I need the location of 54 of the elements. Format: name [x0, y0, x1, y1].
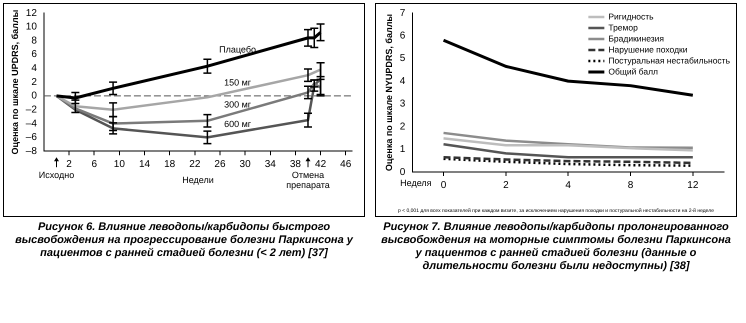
x-tick-label: 46 [340, 158, 352, 170]
x-tick-label: 38 [290, 158, 302, 170]
y-tick-label: 0 [31, 90, 38, 102]
x-tick-label: 14 [138, 158, 151, 170]
y-axis-title: Оценка по шкале UPDRS, баллы [10, 9, 20, 154]
y-tick-label: 4 [400, 76, 406, 87]
y-tick-label: 6 [400, 30, 406, 42]
y-tick-label: 2 [400, 121, 406, 132]
x-tick-label: 10 [114, 158, 126, 170]
y-tick-label: 0 [400, 166, 406, 178]
legend-label: Тремор [608, 22, 638, 32]
legend-label: Ригидность [608, 11, 654, 22]
text: Рисунок 6. Влияние леводопы/карбидопы быстрого высвобождения на прогрессирование болезни Паркинсона у пациентов с ранней стадией болезни (< 2 лет) [37] [14, 221, 354, 260]
annotation: Отмена препарата [286, 170, 330, 190]
y-tick-label: 12 [26, 8, 38, 19]
x-axis-title: Неделя [400, 178, 432, 188]
x-tick-label: 18 [164, 158, 176, 170]
x-tick-label: 4 [565, 180, 572, 191]
y-tick-label: 3 [400, 98, 406, 110]
y-tick-label: –2 [26, 104, 38, 116]
x-tick-label: 8 [628, 180, 634, 191]
x-tick-label: 42 [315, 158, 327, 170]
y-tick-label: –4 [26, 118, 38, 130]
y-axis-title: Оценка по шкале NYUPDRS, баллы [384, 14, 394, 172]
x-axis-title: Недели [182, 175, 214, 186]
series-label: 150 мг [224, 78, 252, 88]
series-label: Плацебо [219, 44, 256, 55]
series-label: 300 мг [224, 99, 252, 110]
y-tick-label: 1 [400, 144, 406, 156]
y-tick-label: 2 [31, 76, 38, 88]
x-tick-label: 0 [440, 180, 447, 191]
x-tick-label: 12 [687, 180, 699, 191]
y-tick-label: 10 [26, 22, 38, 33]
series-label: 600 мг [224, 119, 252, 130]
y-tick-label: 4 [31, 63, 38, 74]
y-tick-label: 7 [400, 8, 406, 19]
text: Рисунок 7. Влияние леводопы/карбидопы пролонгированного высвобождения на моторные симптомы болезни Паркинсона у пациентов с ранней стадией болезни (данные о длительности болезни были недоступны) [38] [380, 221, 732, 273]
x-tick-label: 26 [214, 158, 226, 170]
x-tick-label: 6 [91, 158, 98, 170]
legend-label: Постуральная нестабильность [608, 55, 731, 66]
y-tick-label: 8 [31, 35, 38, 46]
y-tick-label: 6 [31, 49, 38, 60]
y-tick-label: –6 [26, 132, 38, 144]
x-tick-label: 2 [66, 158, 72, 170]
y-tick-label: 5 [400, 53, 406, 64]
y-tick-label: –8 [26, 146, 38, 157]
legend-label: Брадикинезия [608, 33, 664, 44]
x-tick-label: 30 [240, 158, 252, 170]
annotation: Исходно [38, 170, 74, 180]
legend-label: Общий балл [608, 66, 658, 76]
x-tick-label: 22 [189, 158, 201, 170]
x-tick-label: 34 [264, 158, 276, 170]
x-tick-label: 2 [503, 180, 510, 191]
legend-label: Нарушение походки [608, 44, 688, 54]
